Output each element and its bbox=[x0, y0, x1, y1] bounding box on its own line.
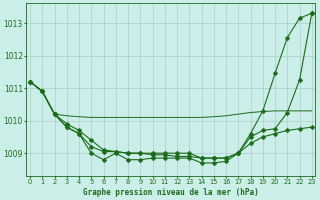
X-axis label: Graphe pression niveau de la mer (hPa): Graphe pression niveau de la mer (hPa) bbox=[83, 188, 259, 197]
